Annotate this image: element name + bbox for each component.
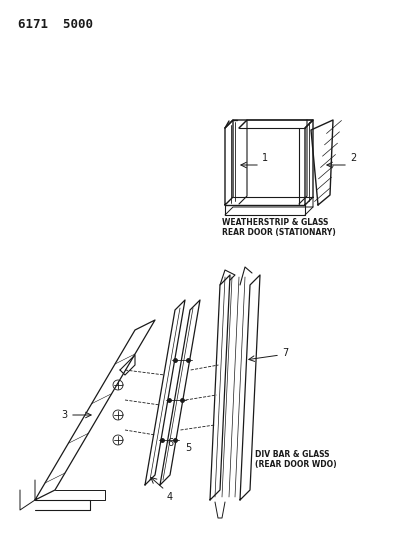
Text: 3: 3: [61, 410, 67, 420]
Text: WEATHERSTRIP & GLASS
REAR DOOR (STATIONARY): WEATHERSTRIP & GLASS REAR DOOR (STATIONA…: [222, 218, 336, 237]
Text: 2: 2: [350, 153, 356, 163]
Text: 6: 6: [167, 438, 173, 448]
Text: 4: 4: [167, 492, 173, 502]
Text: 6171  5000: 6171 5000: [18, 18, 93, 31]
Text: DIV BAR & GLASS
(REAR DOOR WDO): DIV BAR & GLASS (REAR DOOR WDO): [255, 450, 337, 470]
Text: 5: 5: [185, 443, 191, 453]
Text: 1: 1: [262, 153, 268, 163]
Text: 7: 7: [282, 348, 288, 358]
